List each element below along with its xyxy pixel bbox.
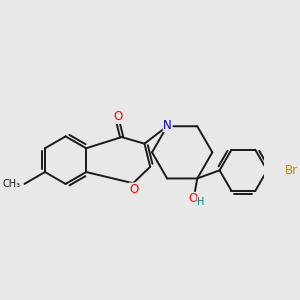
Text: CH₃: CH₃ [3, 179, 21, 189]
Text: N: N [163, 118, 172, 132]
Text: O: O [188, 192, 198, 206]
Text: H: H [197, 197, 205, 207]
Text: O: O [113, 110, 123, 123]
Text: O: O [129, 183, 138, 196]
Text: Br: Br [285, 164, 298, 177]
